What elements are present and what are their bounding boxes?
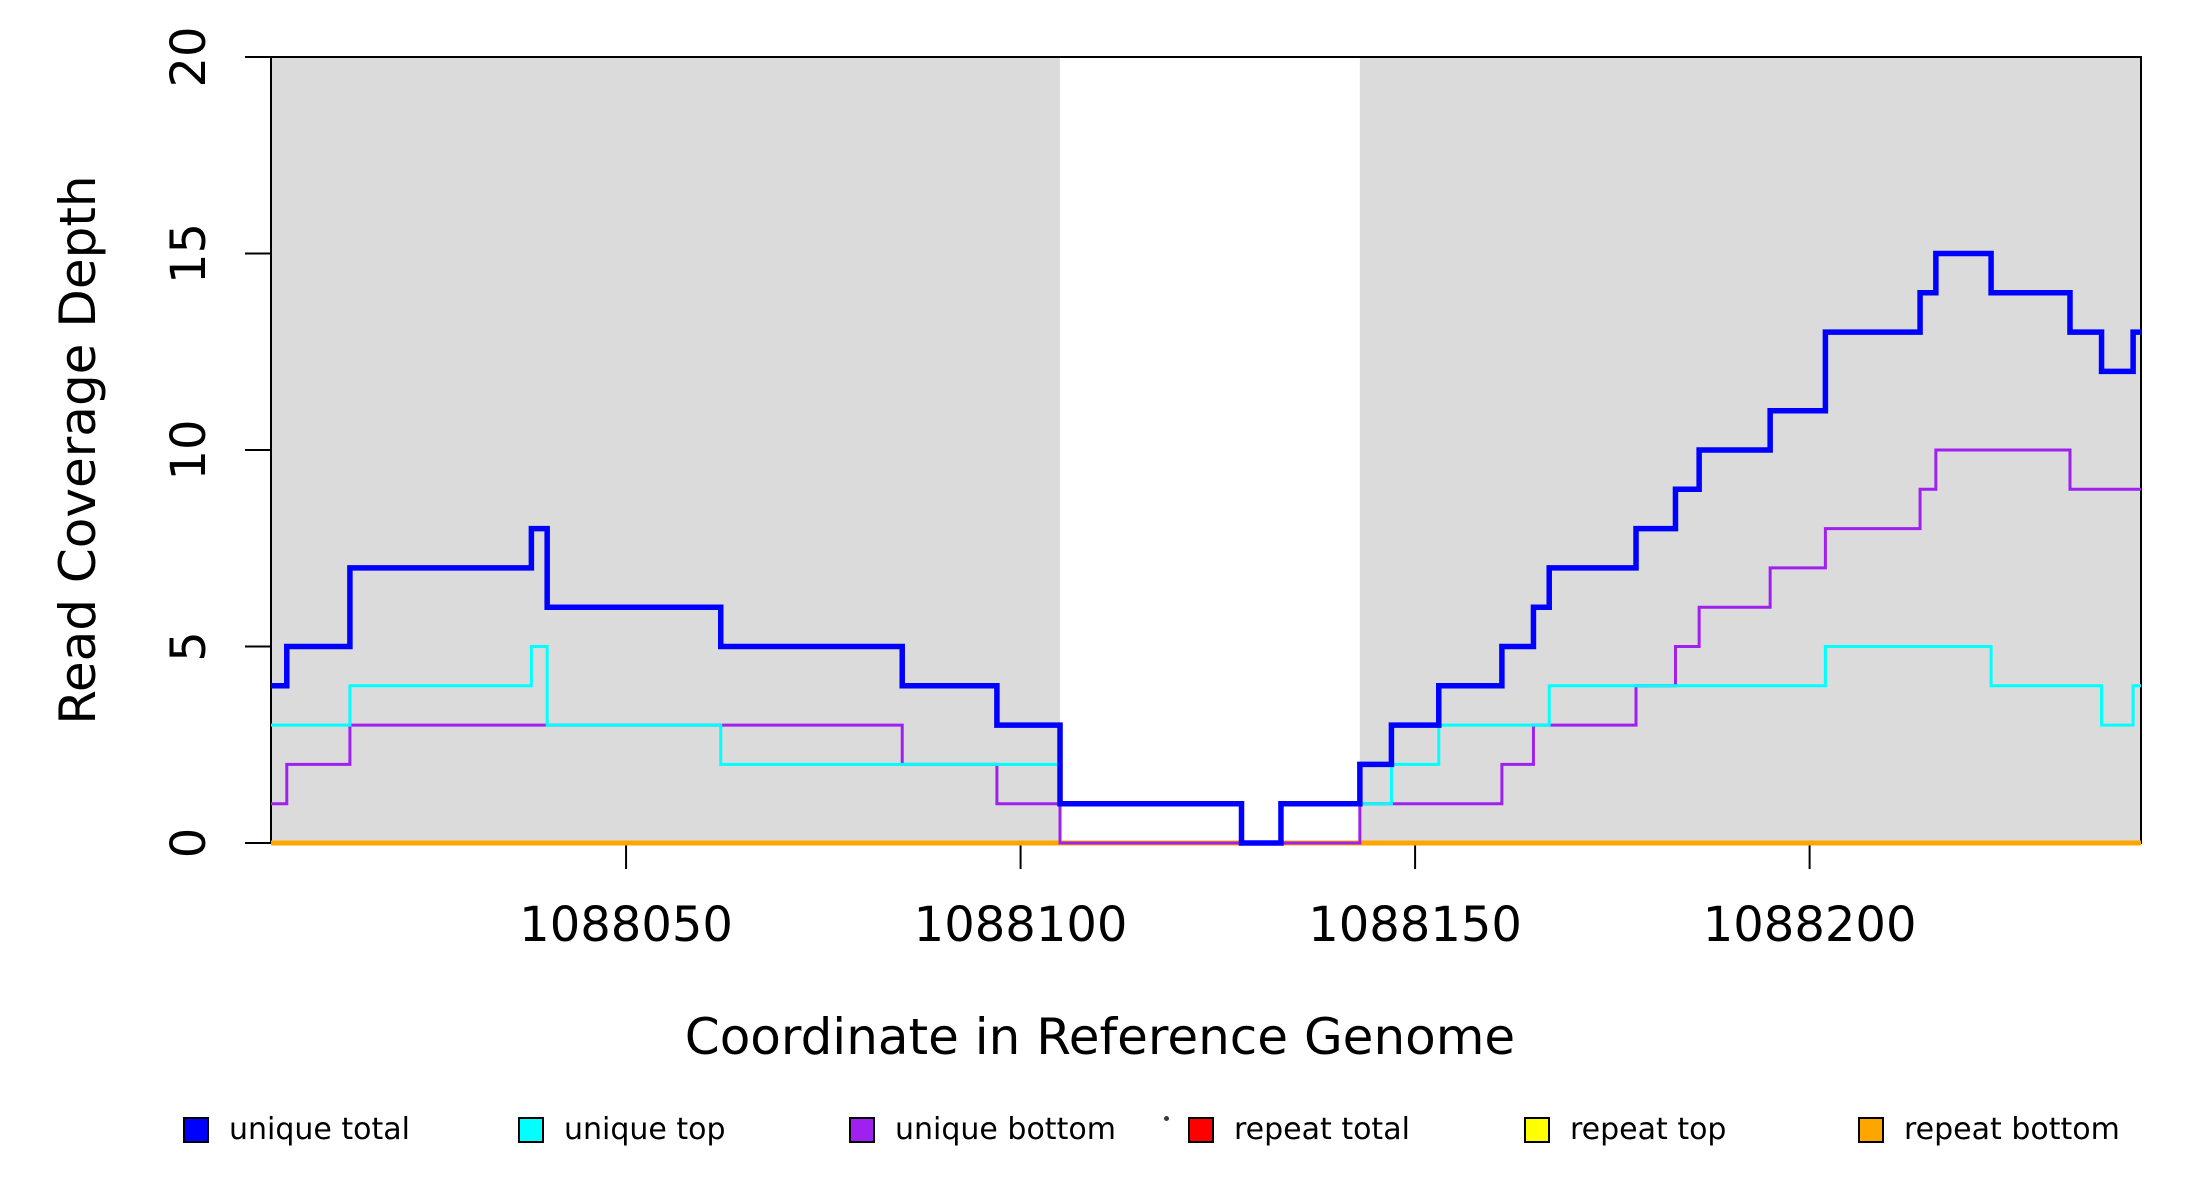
y-tick-label: 20 [161, 26, 217, 87]
legend-swatch-repeat-bottom [1858, 1116, 1884, 1143]
series-unique-total [271, 250, 2141, 846]
legend-swatch-unique-top [518, 1116, 544, 1143]
x-tick-label: 1088050 [519, 897, 733, 953]
legend-label: unique bottom [895, 1112, 1116, 1147]
y-tick-label: 0 [161, 828, 217, 859]
legend-item-unique-top: unique top [518, 1112, 726, 1147]
y-axis-title: Read Coverage Depth [49, 175, 107, 725]
legend-item-unique-total: unique total [183, 1112, 410, 1147]
legend-swatch-repeat-total [1188, 1116, 1214, 1143]
legend-swatch-repeat-top [1524, 1116, 1550, 1143]
unique-region-left [271, 57, 1061, 843]
y-tick-label: 5 [161, 631, 217, 662]
legend-label: unique total [229, 1112, 411, 1147]
legend-swatch-unique-bottom [849, 1116, 875, 1143]
x-tick-label: 1088200 [1703, 897, 1917, 953]
series-unique-bottom [271, 448, 2141, 845]
legend-item-repeat-total: repeat total [1188, 1112, 1410, 1147]
x-tick-label: 1088150 [1308, 897, 1522, 953]
legend-label: unique top [564, 1112, 726, 1147]
stray-dot [1164, 1116, 1169, 1121]
legend-item-repeat-top: repeat top [1524, 1112, 1726, 1147]
legend-label: repeat total [1234, 1112, 1410, 1147]
legend-label: repeat bottom [1904, 1112, 2120, 1147]
y-tick-label: 10 [161, 419, 217, 480]
legend-label: repeat top [1570, 1112, 1727, 1147]
legend-swatch-unique-total [183, 1116, 209, 1143]
y-tick-label: 15 [161, 223, 217, 284]
legend-item-repeat-bottom: repeat bottom [1858, 1112, 2120, 1147]
x-tick-label: 1088100 [914, 897, 1128, 953]
legend-item-unique-bottom: unique bottom [849, 1112, 1116, 1147]
x-axis-title: Coordinate in Reference Genome [684, 1008, 1516, 1066]
